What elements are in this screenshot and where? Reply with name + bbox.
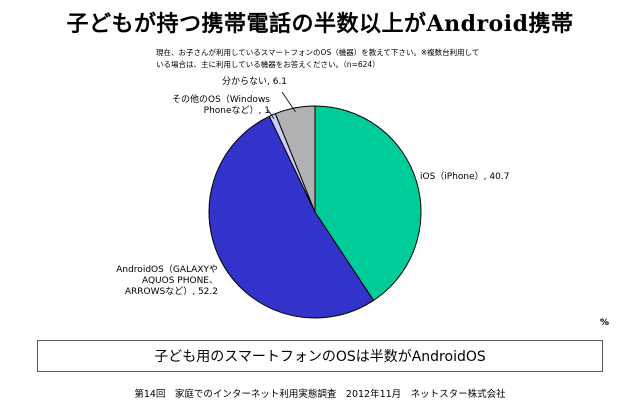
pie-chart (208, 91, 422, 319)
unit-label: % (600, 318, 610, 328)
unknown-label-line-1: 分からない, 6.1 (222, 77, 288, 87)
android-label-line-2: AQUOS PHONE、 (141, 276, 218, 286)
android-slice (208, 115, 375, 319)
ios-label-line-1: iOS（iPhone）, 40.7 (420, 172, 510, 182)
android-slice-label: AndroidOS（GALAXYや AQUOS PHONE、 ARROWSなど）… (90, 265, 218, 298)
other-label-line-1: その他のOS（Windows (172, 95, 270, 105)
unknown-slice (274, 105, 316, 213)
ios-slice-label: iOS（iPhone）, 40.7 (420, 172, 509, 183)
source-footer: 第14回 家庭でのインターネット利用実態調査 2012年11月 ネットスター株式… (134, 389, 506, 400)
other-label-line-2: Phoneなど）, 1 (203, 106, 270, 116)
survey-question: 現在、お子さんが利用しているスマートフォンのOS（機器）を教えて下さい。※複数台… (156, 48, 480, 69)
unknown-slice-label: 分からない, 6.1 (222, 77, 287, 88)
other-leader-line (267, 109, 275, 119)
chart-title: 子どもが持つ携帯電話の半数以上がAndroid携帯 (66, 11, 574, 37)
unknown-leader-line (281, 91, 296, 113)
android-label-line-3: ARROWSなど）, 52.2 (124, 287, 218, 297)
summary-box: 子ども用のスマートフォンのOSは半数がAndroidOS (37, 340, 603, 372)
other-slice-label: その他のOS（Windows Phoneなど）, 1 (160, 95, 270, 117)
android-label-line-1: AndroidOS（GALAXYや (116, 265, 218, 275)
